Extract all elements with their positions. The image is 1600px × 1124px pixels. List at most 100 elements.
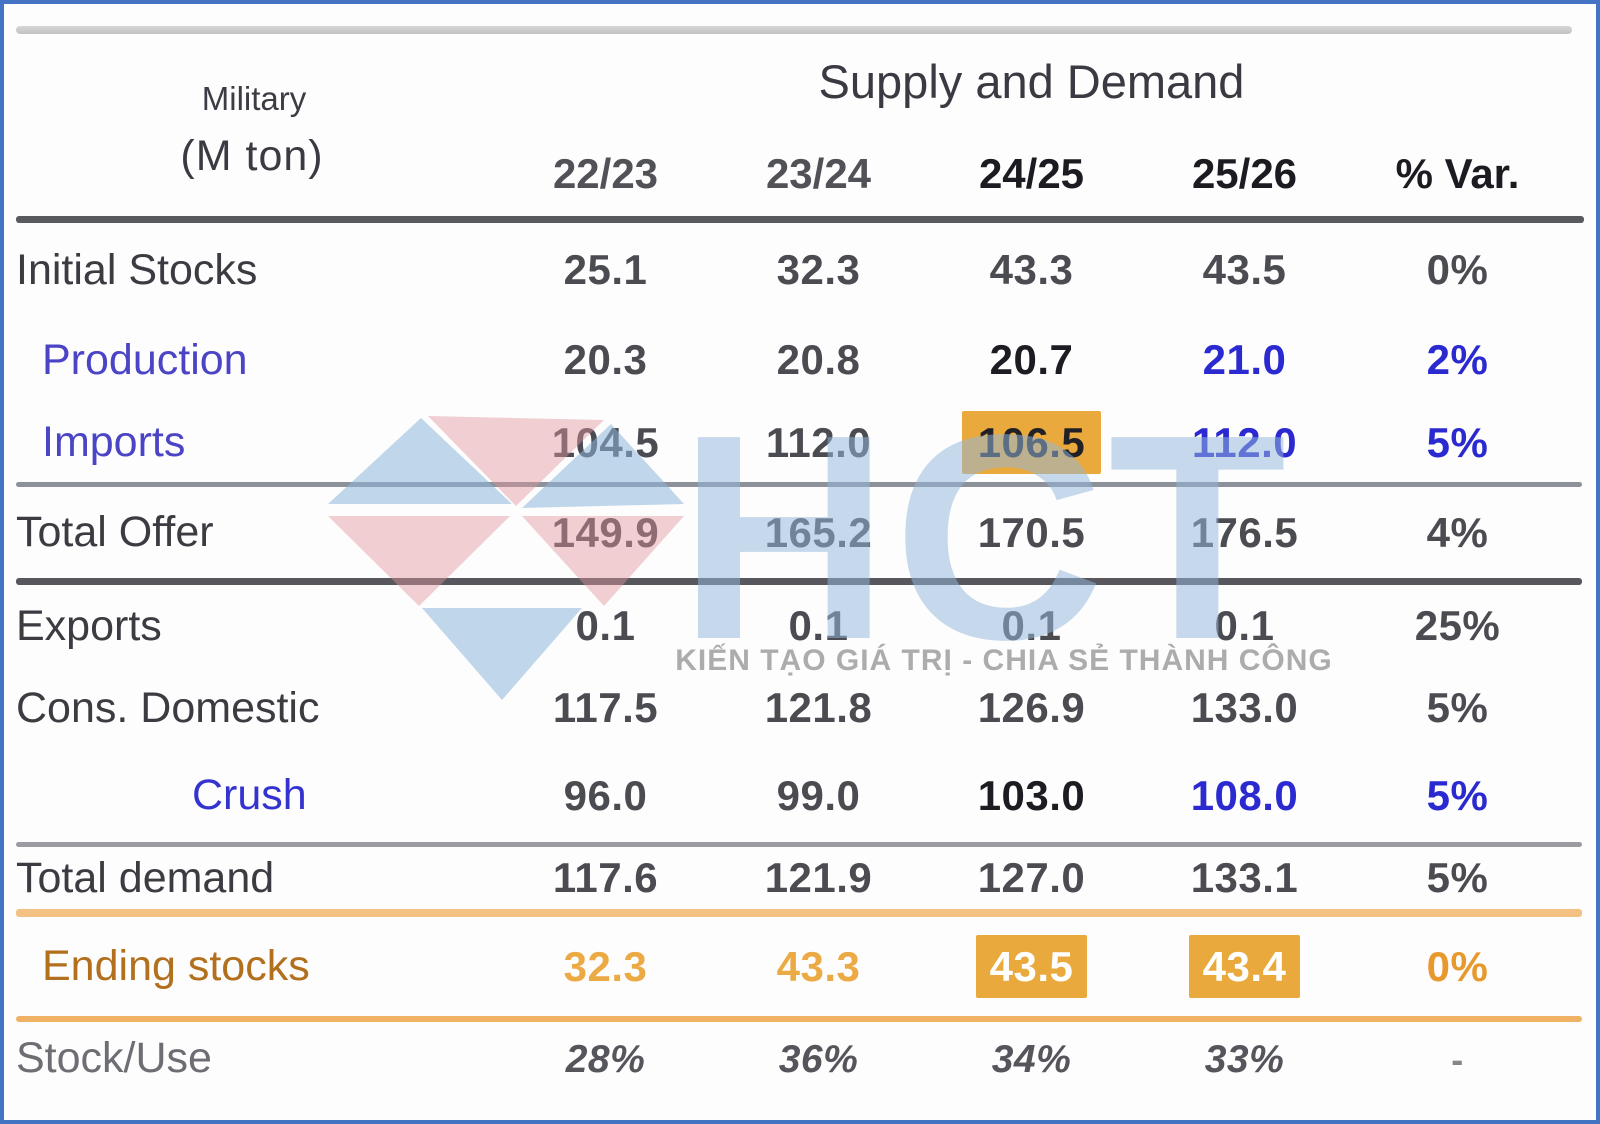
table-title: Supply and Demand — [818, 55, 1245, 108]
row-divider — [16, 578, 1582, 585]
cell-value: 36% — [778, 1038, 859, 1081]
cell-value: 0.1 — [1214, 602, 1275, 649]
cell-value: 0.1 — [575, 602, 636, 649]
cell-value: 0% — [1426, 942, 1489, 990]
cell-value: 108.0 — [1190, 771, 1299, 819]
cell-value: 176.5 — [1190, 508, 1299, 556]
table-cell: 20.8 — [712, 336, 925, 384]
row-label: Total demand — [16, 853, 275, 902]
cell-value: 28% — [565, 1038, 646, 1081]
table-row: Initial Stocks 25.1 32.3 43.3 43.5 0% — [4, 223, 1596, 317]
table-row: Ending stocks 32.3 43.3 43.5 43.4 0% — [4, 917, 1596, 1016]
row-divider — [16, 909, 1582, 917]
table-cell: - — [1351, 1034, 1564, 1082]
cell-value: 0.1 — [1001, 602, 1062, 649]
table-cell: 112.0 — [712, 419, 925, 467]
cell-value: 21.0 — [1202, 336, 1287, 383]
cell-value: 112.0 — [1191, 418, 1298, 466]
cell-value: 25% — [1414, 602, 1501, 649]
header-divider — [16, 216, 1584, 223]
row-divider — [16, 482, 1582, 487]
table-cell: 5% — [1351, 854, 1564, 902]
table-cell: 176.5 — [1138, 509, 1351, 557]
table-cell: 5% — [1351, 772, 1564, 820]
column-header: % Var. — [1395, 150, 1520, 197]
cell-value: 5% — [1426, 854, 1489, 901]
table-cell: 121.9 — [712, 854, 925, 902]
table-cell: 121.8 — [712, 684, 925, 732]
table-row: Total Offer 149.9 165.2 170.5 176.5 4% — [4, 487, 1596, 578]
table-cell: 5% — [1351, 684, 1564, 732]
row-label: Cons. Domestic — [16, 683, 320, 732]
row-label: Stock/Use — [16, 1033, 212, 1082]
table-cell: 0% — [1351, 943, 1564, 991]
cell-value: 103.0 — [977, 771, 1086, 819]
table-cell: 33% — [1138, 1034, 1351, 1082]
cell-value: 0.1 — [788, 602, 849, 649]
table-cell: 43.5 — [1138, 246, 1351, 294]
table-cell: 4% — [1351, 509, 1564, 557]
cell-value: 43.5 — [975, 934, 1088, 998]
row-label: Total Offer — [16, 508, 214, 556]
cell-value: 133.0 — [1190, 684, 1299, 731]
table-cell: 126.9 — [925, 684, 1138, 732]
cell-value: 112.0 — [765, 418, 872, 466]
cell-value: 34% — [991, 1038, 1072, 1081]
table-cell: 133.0 — [1138, 684, 1351, 732]
cell-value: 20.3 — [563, 336, 648, 383]
table-cell: 0.1 — [499, 602, 712, 650]
table-cell: 112.0 — [1138, 419, 1351, 467]
table-cell: 43.3 — [925, 246, 1138, 294]
cell-value: 121.9 — [764, 854, 873, 901]
table-cell: 0.1 — [925, 602, 1138, 650]
table-cell: 106.5 — [925, 410, 1138, 474]
table-row: Total demand 117.6 121.9 127.0 133.1 5% — [4, 847, 1596, 909]
column-header: 25/26 — [1191, 150, 1298, 197]
cell-value: 165.2 — [764, 508, 873, 556]
table-cell: 25% — [1351, 602, 1564, 650]
table-row: Production 20.3 20.8 20.7 21.0 2% — [4, 317, 1596, 403]
table-cell: 20.7 — [925, 336, 1138, 384]
cell-value: 43.5 — [1202, 246, 1287, 293]
table-cell: 32.3 — [499, 943, 712, 991]
table-cell: 117.6 — [499, 854, 712, 902]
table-cell: 0.1 — [1138, 602, 1351, 650]
table-cell: 170.5 — [925, 509, 1138, 557]
table-cell: 2% — [1351, 336, 1564, 384]
cell-value: 170.5 — [977, 508, 1086, 556]
table-cell: 104.5 — [499, 419, 712, 467]
column-header: 23/24 — [765, 150, 872, 197]
row-label: Production — [42, 335, 248, 384]
table-cell: 149.9 — [499, 509, 712, 557]
cell-value: 104.5 — [551, 418, 660, 466]
row-label: Exports — [16, 601, 162, 650]
cell-value: 5% — [1426, 684, 1489, 731]
cell-value: 32.3 — [563, 942, 648, 990]
cell-value: 0% — [1426, 246, 1489, 293]
cell-value: 43.3 — [776, 942, 861, 990]
cell-value: 106.5 — [961, 410, 1102, 474]
row-label: Initial Stocks — [16, 245, 258, 294]
row-divider — [16, 842, 1582, 847]
cell-value: 5% — [1426, 771, 1489, 819]
cell-value: 127.0 — [977, 854, 1086, 901]
cell-value: 126.9 — [977, 684, 1086, 731]
table-row: Crush 96.0 99.0 103.0 108.0 5% — [4, 749, 1596, 842]
row-label: Imports — [42, 418, 186, 466]
cell-value: 4% — [1426, 508, 1489, 556]
cell-value: 43.4 — [1188, 934, 1301, 998]
column-header-row: 22/23 23/24 24/25 25/26 % Var. — [4, 146, 1596, 198]
cell-value: 32.3 — [776, 246, 861, 293]
column-header: 24/25 — [978, 150, 1085, 197]
table-cell: 5% — [1351, 419, 1564, 467]
table-cell: 43.3 — [712, 943, 925, 991]
table-cell: 28% — [499, 1034, 712, 1082]
cell-value: 43.3 — [989, 246, 1074, 293]
top-divider — [16, 26, 1572, 34]
table-cell: 32.3 — [712, 246, 925, 294]
table-cell: 133.1 — [1138, 854, 1351, 902]
cell-value: 25.1 — [563, 246, 648, 293]
table-row: Exports 0.1 0.1 0.1 0.1 25% — [4, 585, 1596, 667]
table-body: Initial Stocks 25.1 32.3 43.3 43.5 0% Producti… — [4, 223, 1596, 1094]
